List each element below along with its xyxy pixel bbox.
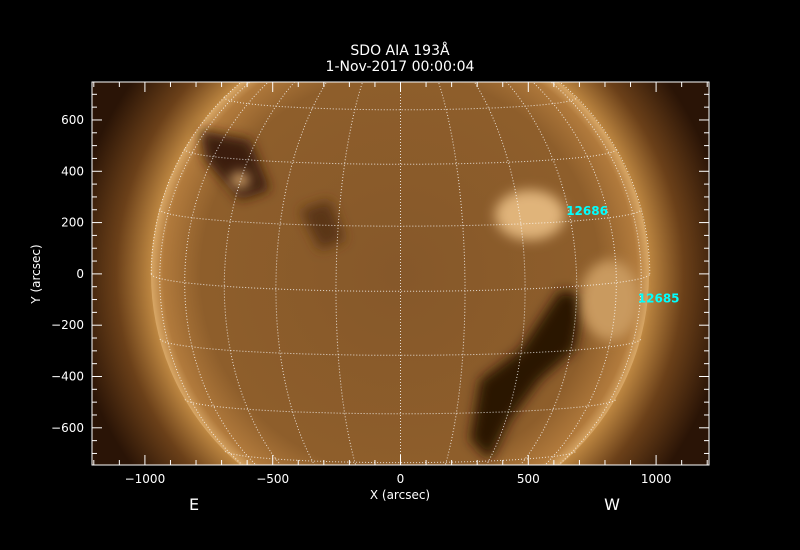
- longitude-line: [338, 24, 400, 31]
- x-tick-label: 0: [397, 472, 405, 486]
- active-region-labels: 12686 12685: [566, 204, 679, 306]
- east-label: E: [189, 495, 199, 514]
- x-axis-label: X (arcsec): [370, 488, 430, 502]
- active-region-brightenings: [230, 172, 640, 340]
- longitude-line: [223, 82, 296, 465]
- y-tick-label: −400: [51, 369, 84, 383]
- latitude-line: [159, 338, 642, 356]
- latitude-line: [184, 399, 617, 415]
- active-region-label: 12686: [566, 204, 608, 218]
- longitude-line: [374, 24, 400, 25]
- longitude-line: [396, 24, 401, 25]
- heliographic-grid: [150, 24, 651, 519]
- plot-subtitle: 1-Nov-2017 00:00:04: [326, 59, 475, 75]
- x-tick-label: 1000: [641, 472, 672, 486]
- plot-title: SDO AIA 193Å: [350, 42, 450, 59]
- longitude-line: [392, 24, 401, 25]
- longitude-line: [401, 24, 427, 25]
- y-tick-label: 200: [61, 216, 84, 230]
- y-tick-label: 0: [76, 267, 84, 281]
- y-tick-label: −200: [51, 318, 84, 332]
- longitude-line: [401, 24, 410, 25]
- y-tick-label: −600: [51, 421, 84, 435]
- longitude-line: [401, 24, 463, 31]
- longitude-line: [184, 82, 270, 465]
- longitude-line: [531, 82, 617, 465]
- y-axis-label: Y (arcsec): [29, 244, 43, 304]
- y-tick-label: 400: [61, 164, 84, 178]
- longitude-line: [401, 24, 406, 25]
- latitude-line: [159, 209, 642, 227]
- longitude-line: [505, 82, 578, 465]
- y-tick-label: 600: [61, 113, 84, 127]
- latitude-line: [339, 516, 463, 519]
- active-region-label: 12685: [638, 292, 680, 306]
- axis-ticks: −1000 −500 0 500 1000 −600 −400 −200 0 200 400 600: [51, 82, 709, 486]
- x-tick-label: −1000: [125, 472, 166, 486]
- west-label: W: [604, 495, 620, 514]
- x-tick-label: 500: [517, 472, 540, 486]
- x-tick-label: −500: [256, 472, 289, 486]
- latitude-line: [336, 32, 465, 38]
- longitude-line: [558, 82, 651, 274]
- longitude-line: [150, 82, 243, 274]
- coronal-holes: [200, 130, 585, 460]
